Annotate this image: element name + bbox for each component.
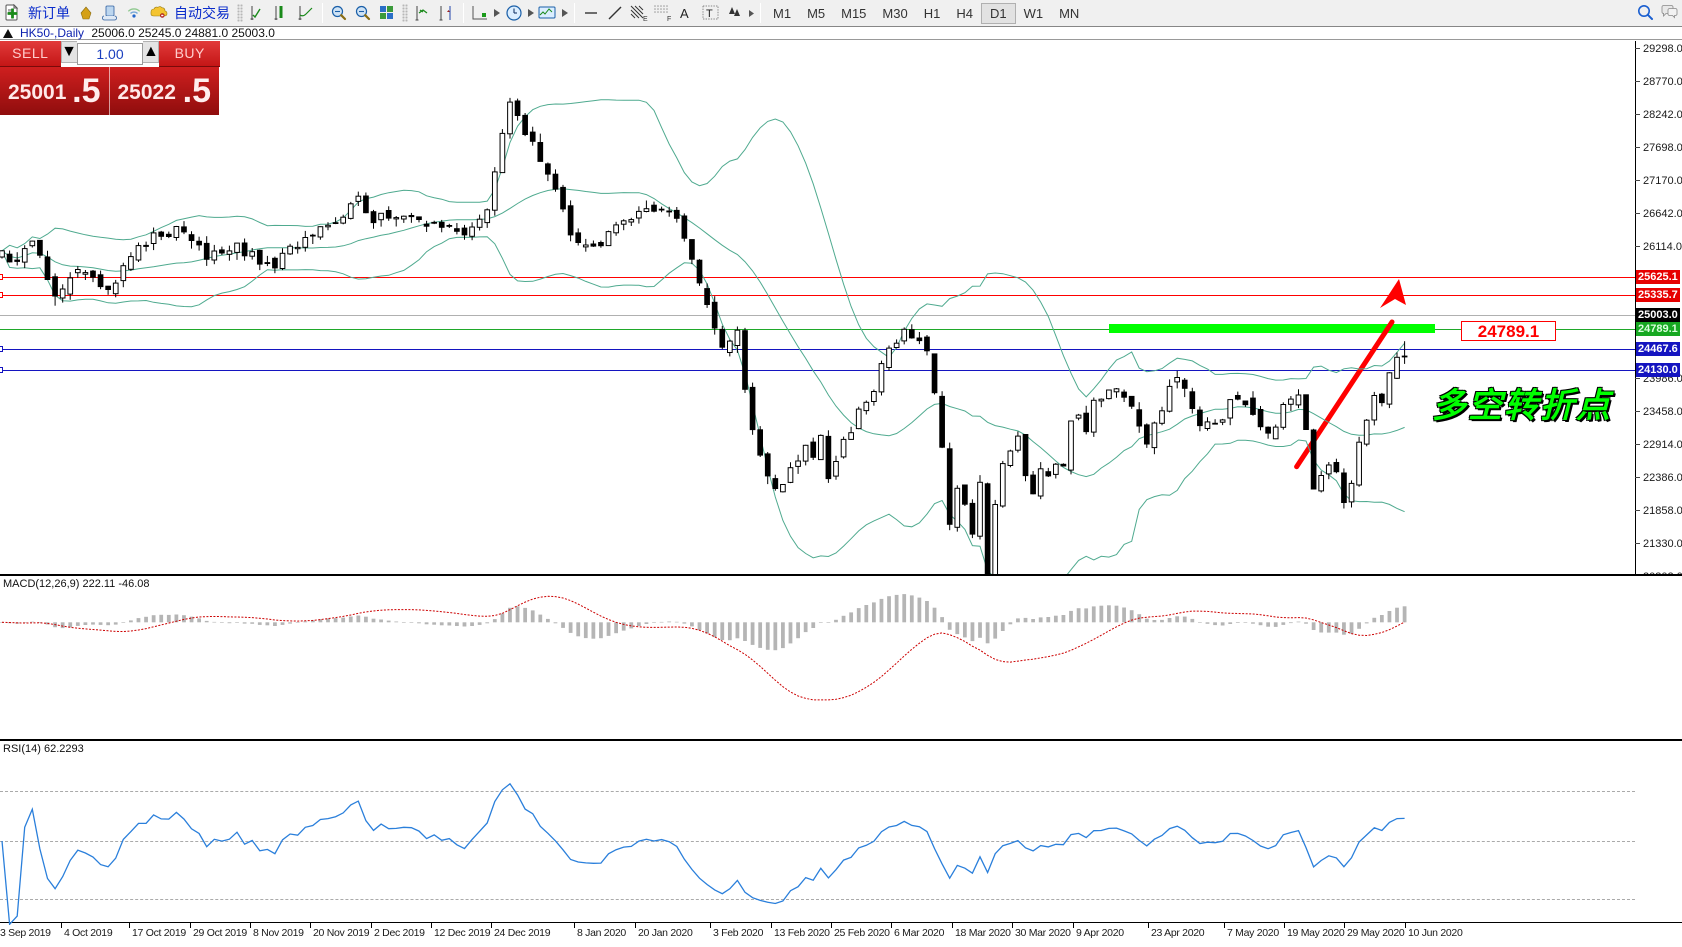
svg-text:E: E <box>643 16 648 22</box>
svg-text:A: A <box>680 6 689 21</box>
svg-text:T: T <box>706 8 713 20</box>
svg-text:F: F <box>667 16 671 22</box>
